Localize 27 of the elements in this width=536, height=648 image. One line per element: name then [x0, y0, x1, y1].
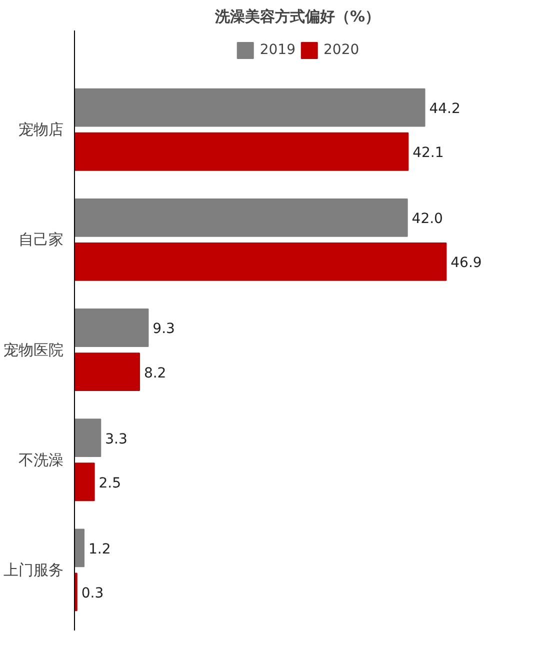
data-label: 46.9	[450, 255, 482, 272]
bar	[74, 352, 140, 391]
bar	[74, 198, 408, 237]
y-tick-label: 上门服务	[4, 560, 64, 579]
data-label: 1.2	[88, 541, 111, 558]
data-label: 2.5	[98, 475, 122, 492]
y-tick-label: 宠物店	[18, 120, 64, 139]
legend-label: 2020	[324, 42, 360, 58]
bar	[74, 88, 426, 127]
data-label: 44.2	[429, 101, 460, 118]
bar	[74, 242, 447, 281]
y-tick-label: 自己家	[18, 230, 64, 249]
bar	[74, 308, 149, 347]
bar	[74, 418, 102, 458]
y-tick-label: 宠物医院	[4, 340, 64, 359]
data-label: 42.1	[412, 145, 444, 162]
chart-title: 洗澡美容方式偏好（%）	[214, 8, 380, 26]
data-label: 42.0	[412, 211, 443, 228]
bar	[74, 528, 85, 568]
data-label: 9.3	[152, 321, 175, 338]
data-label: 3.3	[105, 431, 128, 448]
bar	[74, 462, 95, 502]
bar	[74, 132, 409, 171]
data-label: 0.3	[81, 585, 104, 602]
data-label: 8.2	[144, 365, 166, 382]
y-tick-label: 不洗澡	[18, 450, 64, 469]
legend-label: 2019	[260, 42, 296, 58]
